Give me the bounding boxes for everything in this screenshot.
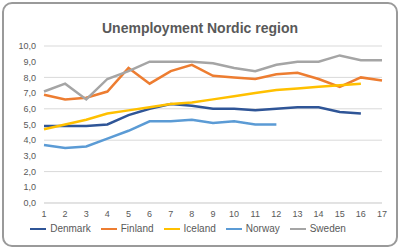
svg-text:7: 7	[168, 209, 173, 219]
svg-text:3: 3	[84, 209, 89, 219]
svg-text:8,0: 8,0	[23, 73, 36, 83]
svg-text:5,0: 5,0	[23, 120, 36, 130]
svg-text:2,0: 2,0	[23, 167, 36, 177]
svg-text:10,0: 10,0	[18, 41, 36, 51]
svg-text:1: 1	[41, 209, 46, 219]
svg-text:4,0: 4,0	[23, 135, 36, 145]
svg-text:9: 9	[210, 209, 215, 219]
html-text:Sweden: Sweden	[309, 222, 346, 234]
html-text:Denmark: Denmark	[50, 222, 91, 234]
svg-text:5: 5	[126, 209, 131, 219]
svg-text:17: 17	[377, 209, 387, 219]
svg-text:1,0: 1,0	[23, 182, 36, 192]
svg-text:15: 15	[335, 209, 345, 219]
svg-text:8: 8	[189, 209, 194, 219]
svg-text:12: 12	[271, 209, 281, 219]
html-text:Unemployment Nordic region: Unemployment Nordic region	[102, 20, 298, 36]
svg-text:0,0: 0,0	[23, 198, 36, 208]
svg-text:7,0: 7,0	[23, 88, 36, 98]
svg-text:11: 11	[251, 209, 260, 219]
html-text:Iceland: Iceland	[183, 222, 216, 234]
svg-text:16: 16	[356, 209, 366, 219]
svg-text:9,0: 9,0	[23, 57, 36, 67]
svg-text:10: 10	[229, 209, 239, 219]
svg-text:3,0: 3,0	[23, 151, 36, 161]
html-text:Norway: Norway	[245, 222, 280, 234]
svg-text:6: 6	[147, 209, 152, 219]
svg-text:13: 13	[292, 209, 302, 219]
svg-text:2: 2	[63, 209, 68, 219]
svg-text:4: 4	[105, 209, 110, 219]
svg-text:6,0: 6,0	[23, 104, 36, 114]
svg-text:14: 14	[314, 209, 324, 219]
html-text:Finland: Finland	[120, 222, 154, 234]
